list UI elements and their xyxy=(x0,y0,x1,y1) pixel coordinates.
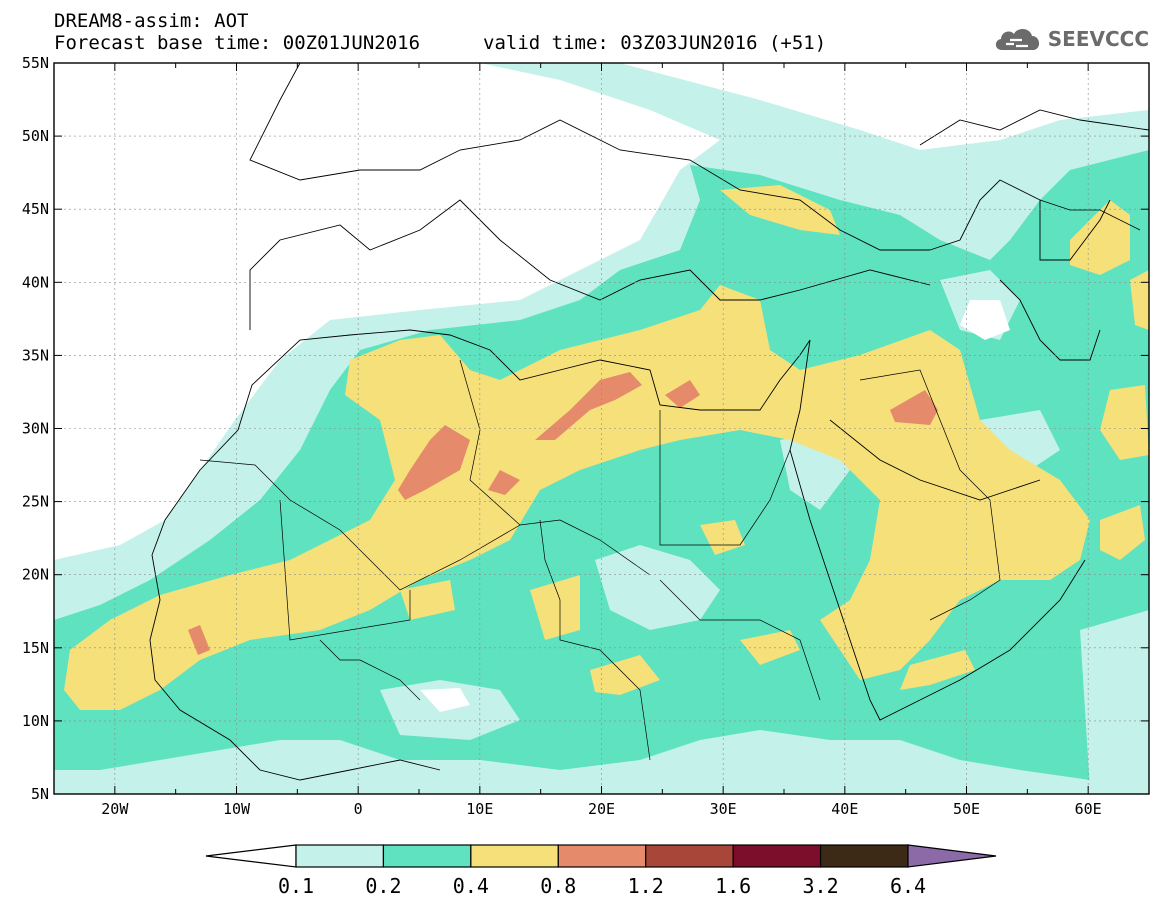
aot-blob xyxy=(700,520,745,555)
colorbar: 0.1 0.2 0.4 0.8 1.2 1.6 3.2 6.4 xyxy=(205,844,997,898)
colorbar-label: 0.4 xyxy=(453,874,489,898)
latitude-label: 5N xyxy=(31,785,49,803)
latitude-label: 40N xyxy=(22,273,49,291)
map-title: DREAM8-assim: AOT xyxy=(54,10,249,32)
latitude-label: 25N xyxy=(22,493,49,511)
colorbar-label: 1.2 xyxy=(628,874,664,898)
valid-time: valid time: 03Z03JUN2016 (+51) xyxy=(483,32,827,54)
aot-blob xyxy=(1070,200,1130,275)
cloud-icon xyxy=(995,28,1039,50)
aot-level-0-8 xyxy=(665,380,700,408)
latitude-label: 15N xyxy=(22,639,49,657)
latitude-label: 50N xyxy=(22,127,49,145)
colorbar-box xyxy=(382,844,472,868)
latitude-axis: 55N 50N 45N 40N 35N 30N 25N 20N 15N 10N 5N xyxy=(22,54,1149,803)
colorbar-label: 0.2 xyxy=(365,874,401,898)
latitude-label: 30N xyxy=(22,420,49,438)
colorbar-box xyxy=(732,844,822,868)
aot-clear xyxy=(420,688,470,712)
latitude-label: 20N xyxy=(22,566,49,584)
latitude-label: 45N xyxy=(22,200,49,218)
aot-blob xyxy=(400,580,455,620)
forecast-base-time: Forecast base time: 00Z01JUN2016 xyxy=(54,32,421,54)
longitude-label: 30E xyxy=(710,800,737,818)
aot-blob xyxy=(720,185,840,235)
longitude-label: 60E xyxy=(1075,800,1102,818)
latitude-label: 35N xyxy=(22,346,49,364)
longitude-label: 10W xyxy=(223,800,251,818)
colorbar-box xyxy=(645,844,734,868)
aot-blob xyxy=(1100,505,1145,560)
longitude-label: 50E xyxy=(953,800,980,818)
aot-blob xyxy=(1100,385,1149,460)
colorbar-box xyxy=(557,844,647,868)
longitude-axis: 20W 10W 0 10E 20E 30E 40E 50E 60E xyxy=(101,63,1102,818)
colorbar-high-arrow xyxy=(907,844,997,868)
colorbar-label: 0.1 xyxy=(278,874,314,898)
latitude-label: 55N xyxy=(22,54,49,72)
colorbar-label: 1.6 xyxy=(715,874,751,898)
colorbar-box xyxy=(819,844,909,868)
colorbar-label: 3.2 xyxy=(803,874,839,898)
longitude-label: 20W xyxy=(101,800,129,818)
borders xyxy=(199,199,1141,761)
aot-level-0-8 xyxy=(535,372,642,440)
longitude-label: 20E xyxy=(588,800,615,818)
aot-blob xyxy=(900,650,975,690)
latitude-label: 10N xyxy=(22,712,49,730)
colorbar-label: 0.8 xyxy=(540,874,576,898)
longitude-label: 10E xyxy=(466,800,493,818)
longitude-label: 0 xyxy=(354,800,363,818)
longitude-label: 40E xyxy=(831,800,858,818)
gridlines xyxy=(54,63,1149,794)
aot-clear xyxy=(960,300,1010,340)
colorbar-box xyxy=(470,844,559,868)
aot-level-0-8 xyxy=(488,470,520,495)
aot-level-0-8 xyxy=(890,390,938,425)
logo-text: SEEVCCC xyxy=(1047,27,1149,51)
coastlines xyxy=(149,63,1149,781)
aot-level-0-4 xyxy=(64,285,1090,710)
colorbar-label: 6.4 xyxy=(890,874,926,898)
aot-hole xyxy=(1080,610,1149,794)
aot-blob xyxy=(530,575,580,640)
colorbar-low-arrow xyxy=(205,844,297,868)
colorbar-box xyxy=(295,844,385,868)
seevccc-logo: SEEVCCC xyxy=(992,24,1149,54)
aot-level-0-8 xyxy=(398,425,470,500)
aot-blob xyxy=(1130,270,1149,330)
